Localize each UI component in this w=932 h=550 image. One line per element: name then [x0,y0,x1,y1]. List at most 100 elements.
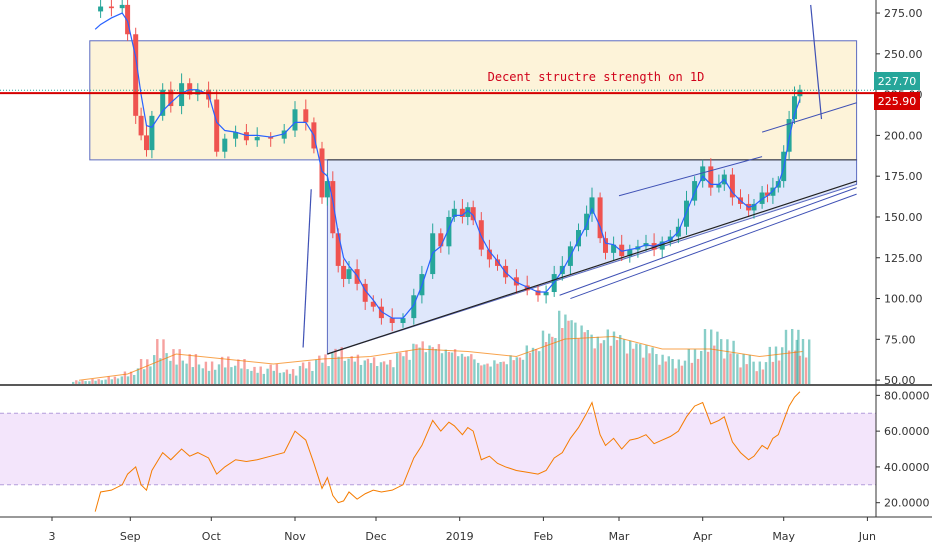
candle-body [400,318,406,324]
volume-bar [347,358,350,384]
candle-body [268,137,274,139]
lower-channel-line [559,187,857,296]
candle-body [700,166,706,182]
candle-body [378,306,384,319]
volume-bar [237,359,240,384]
volume-bar [275,364,279,384]
volume-bar [116,378,120,384]
volume-bar [745,364,748,384]
volume-bar [301,362,305,384]
volume-bar [574,322,577,384]
volume-bar [359,364,363,384]
volume-bar [269,364,272,384]
annotation-text: Decent structre strength on 1D [488,70,705,84]
candle-body [138,115,144,136]
candle-body [319,148,325,198]
volume-bar [804,357,808,384]
volume-bar [396,353,399,384]
volume-bar [159,358,162,384]
volume-bar [463,356,467,384]
volume-bar [477,362,480,384]
volume-bar [525,345,528,384]
upper-wedge-line [618,156,763,197]
candle-body [98,6,104,12]
volume-bar [185,363,188,384]
y-tick-label: 250.00 [884,48,923,61]
volume-bar [91,379,94,384]
candle-body [451,208,457,217]
volume-bar [291,369,295,384]
candle-body [786,119,792,152]
volume-bar [331,352,334,384]
volume-bar [528,352,532,384]
volume-bar [139,359,143,384]
volume-bar [593,348,596,384]
volume-bar [521,359,525,384]
candle-body [576,230,581,247]
volume-bar [674,368,677,384]
volume-bar [570,320,573,384]
y-tick-label: 100.00 [884,293,923,306]
x-tick-label: 2019 [446,530,474,543]
x-tick-label: Mar [609,530,630,543]
candle-body [292,109,298,131]
volume-bar [612,331,616,384]
volume-bar [512,360,515,384]
measure-line-1 [302,189,312,348]
candle-body [619,244,625,257]
volume-bar [541,330,545,384]
volume-bar [781,347,784,384]
volume-bar [791,329,794,384]
volume-bar [794,350,797,384]
volume-bar [723,358,726,384]
volume-bar [243,359,246,384]
volume-bar [324,354,327,384]
y-tick-label: 150.00 [884,211,923,224]
volume-bar [97,379,100,384]
volume-bar [88,381,91,384]
volume-bar [801,339,805,384]
volume-bar [583,332,586,384]
volume-bar [298,366,302,384]
x-tick-label: Jun [858,530,876,543]
volume-bar [551,336,554,384]
volume-bar [415,344,418,384]
volume-bar [658,364,661,384]
volume-bar [399,352,402,384]
volume-bar [645,345,648,384]
volume-bar [758,361,761,384]
volume-bar [207,370,211,384]
volume-bar [752,361,755,384]
volume-bar [683,360,687,384]
volume-bar [240,368,243,384]
volume-bar [729,353,732,384]
x-tick-label: May [772,530,795,543]
volume-bar [178,349,181,384]
candle-body [486,249,492,260]
volume-bar [363,360,366,384]
volume-bar [609,345,613,384]
candle-body [584,213,590,231]
volume-bar [123,371,127,384]
volume-bar [227,356,230,384]
volume-bar [421,341,424,384]
candle-body [254,137,260,141]
volume-bar [327,366,330,384]
volume-bar [635,343,638,384]
volume-bar [693,349,697,384]
volume-bar [561,328,564,384]
volume-bar [642,357,645,384]
candle-body [708,166,714,188]
last-price-badge: 227.70 [874,72,920,90]
volume-bar [667,356,670,384]
volume-bar [204,361,208,384]
candle-body [233,132,239,139]
volume-bar [567,320,570,384]
volume-bar [153,355,156,384]
rsi-band [0,413,876,485]
x-tick-label: Oct [202,530,222,543]
volume-bar [496,363,499,384]
upper-channel-line [761,102,857,133]
volume-bar [424,352,427,384]
